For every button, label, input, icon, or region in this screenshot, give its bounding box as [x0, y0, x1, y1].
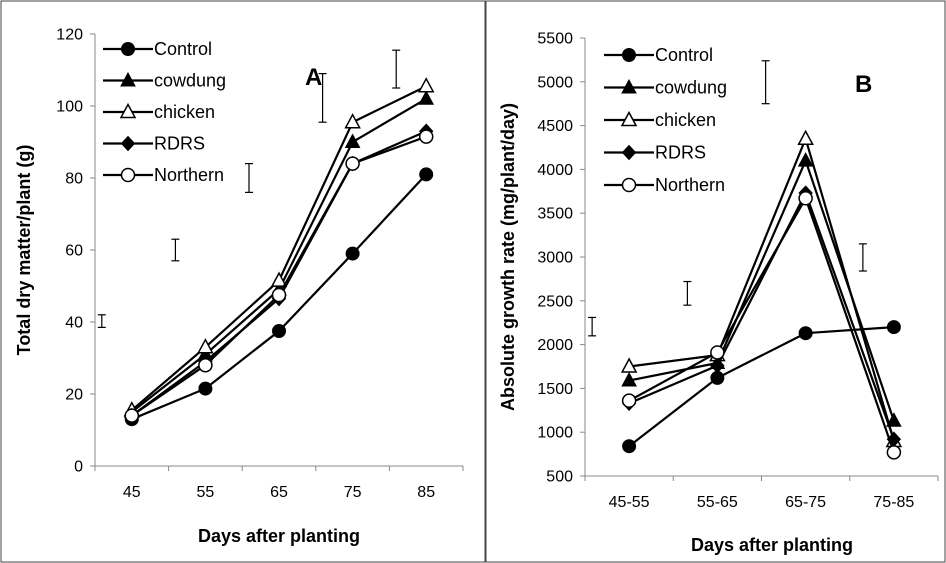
panel-a-point-chicken [417, 77, 435, 93]
panel-b-y-tick-label: 3000 [537, 250, 573, 267]
panel-a-y-tick-label: 80 [65, 171, 83, 188]
panel-b-legend-label-northern: Northern [655, 175, 725, 195]
panel-b-point-chicken [620, 357, 638, 373]
panel-b-line-northern [628, 195, 895, 453]
panel-a-legend-marker-control [121, 42, 135, 56]
panel-b-y-tick-label: 5500 [537, 31, 573, 48]
panel-a-point-control [419, 167, 434, 182]
panel-b-point-rdrs [710, 357, 725, 374]
panel-a-point-cowdung [418, 90, 435, 105]
panel-a-point-control [345, 246, 360, 261]
panel-b-point-chicken [797, 129, 814, 145]
panel-b-point-northern [798, 191, 813, 206]
panel-a-point-northern [124, 408, 140, 423]
panel-b: B Days after planting Absolute growth ra… [498, 31, 939, 555]
panel-a: A Days after planting Total dry matter/p… [14, 27, 464, 546]
panel-a-legend-marker-cowdung [120, 71, 136, 87]
panel-a-legend-label-control: Control [154, 39, 212, 59]
panel-b-line-rdrs [628, 190, 895, 440]
panel-b-x-tick-label: 65-75 [785, 494, 826, 511]
panel-a-legend-label-rdrs: RDRS [154, 134, 205, 154]
panel-b-legend-label-rdrs: RDRS [655, 143, 706, 163]
panel-b-ticks: 500 1000 1500 2000 2500 3000 3500 4000 4500 5000 5… [537, 31, 939, 511]
panel-b-point-northern [621, 393, 637, 408]
panel-b-legend-marker-control [622, 48, 636, 62]
panel-b-legend-label-chicken: chicken [655, 110, 716, 130]
panel-b-legend-marker-cowdung [621, 78, 637, 94]
panel-b-legend-label-control: Control [655, 45, 713, 65]
panel-b-y-tick-label: 2000 [537, 337, 573, 354]
panel-b-frame [485, 0, 946, 563]
panel-b-y-tick-label: 500 [546, 469, 573, 486]
panel-a-x-tick-label: 65 [270, 484, 288, 501]
panel-b-y-tick-label: 1000 [537, 425, 573, 442]
panel-a-y-tick-label: 20 [65, 387, 83, 404]
panel-b-label: B [855, 71, 872, 98]
panel-b-y-tick-label: 5000 [537, 74, 573, 91]
panel-a-x-title: Days after planting [198, 526, 360, 546]
panel-b-point-cowdung [886, 412, 902, 427]
panel-a-point-chicken [197, 338, 214, 354]
panel-b-legend-marker-northern [621, 177, 637, 193]
panel-a-y-tick-label: 120 [56, 27, 83, 44]
panel-a-point-control [198, 381, 213, 396]
panel-a-point-chicken [344, 113, 361, 129]
panel-a-y-title: Total dry matter/plant (g) [14, 145, 34, 356]
panel-b-series [620, 129, 903, 460]
panel-a-legend-label-cowdung: cowdung [154, 71, 226, 91]
panel-a-y-tick-label: 40 [65, 315, 83, 332]
panel-b-point-control [622, 439, 637, 454]
panel-b-x-tick-label: 55-65 [697, 494, 738, 511]
panel-b-legend: Control cowdung chicken RDRS Northern [604, 45, 727, 195]
panel-b-point-control [886, 320, 901, 335]
panel-a-x-tick-label: 45 [123, 484, 141, 501]
panel-a-legend-marker-northern [120, 167, 136, 183]
panel-a-frame [0, 0, 486, 563]
panel-a-point-chicken [270, 271, 288, 287]
panel-b-x-tick-label: 45-55 [609, 494, 650, 511]
panel-b-point-northern [886, 445, 902, 460]
panel-a-ticks: 0 20 40 60 80 100 120 45 55 65 75 85 [56, 27, 464, 501]
panel-a-error-bars [97, 49, 401, 328]
panel-a-point-northern [198, 357, 213, 373]
panel-a-x-tick-label: 85 [417, 484, 435, 501]
panel-b-y-tick-label: 4500 [537, 118, 573, 135]
panel-a-legend-marker-chicken [119, 102, 137, 119]
panel-a-y-tick-label: 0 [74, 459, 83, 476]
panel-b-y-tick-label: 3500 [537, 206, 573, 223]
panel-b-point-control [798, 326, 813, 341]
panel-b-x-tick-label: 75-85 [873, 494, 914, 511]
panel-b-y-title: Absolute growth rate (mg/plant/day) [498, 103, 518, 411]
panel-a-legend-marker-rdrs [120, 135, 136, 152]
panel-a-legend-label-northern: Northern [154, 165, 224, 185]
panel-a-series [123, 77, 435, 427]
panel-b-x-title: Days after planting [691, 535, 853, 555]
panel-a-y-tick-label: 100 [56, 99, 83, 116]
panel-a-y-tick-label: 60 [65, 243, 83, 260]
panel-a-x-tick-label: 55 [197, 484, 215, 501]
panel-b-line-chicken [628, 135, 895, 442]
panel-b-point-northern [710, 345, 725, 360]
panel-a-point-northern [418, 129, 434, 144]
panel-b-y-tick-label: 1500 [537, 381, 573, 398]
panel-a-label: A [305, 64, 322, 91]
panel-b-point-cowdung [621, 371, 637, 387]
panel-b-legend-label-cowdung: cowdung [655, 78, 727, 98]
panel-a-legend-label-chicken: chicken [154, 102, 215, 122]
panel-b-line-cowdung [628, 157, 895, 422]
panel-a-x-tick-label: 75 [344, 484, 362, 501]
panel-a-point-northern [271, 287, 287, 303]
panel-b-error-bars [588, 60, 867, 337]
panel-b-legend-marker-chicken [620, 110, 638, 127]
panel-b-y-tick-label: 2500 [537, 293, 573, 310]
panel-a-point-control [272, 324, 286, 338]
panel-a-legend: Control cowdung chicken RDRS Northern [103, 39, 226, 185]
panel-b-legend-marker-rdrs [621, 144, 637, 161]
panel-a-point-cowdung [344, 133, 361, 148]
panel-b-point-cowdung [797, 152, 814, 167]
panel-a-point-northern [345, 156, 360, 171]
panel-b-y-tick-label: 4000 [537, 162, 573, 179]
panel-b-line-control [628, 325, 894, 448]
